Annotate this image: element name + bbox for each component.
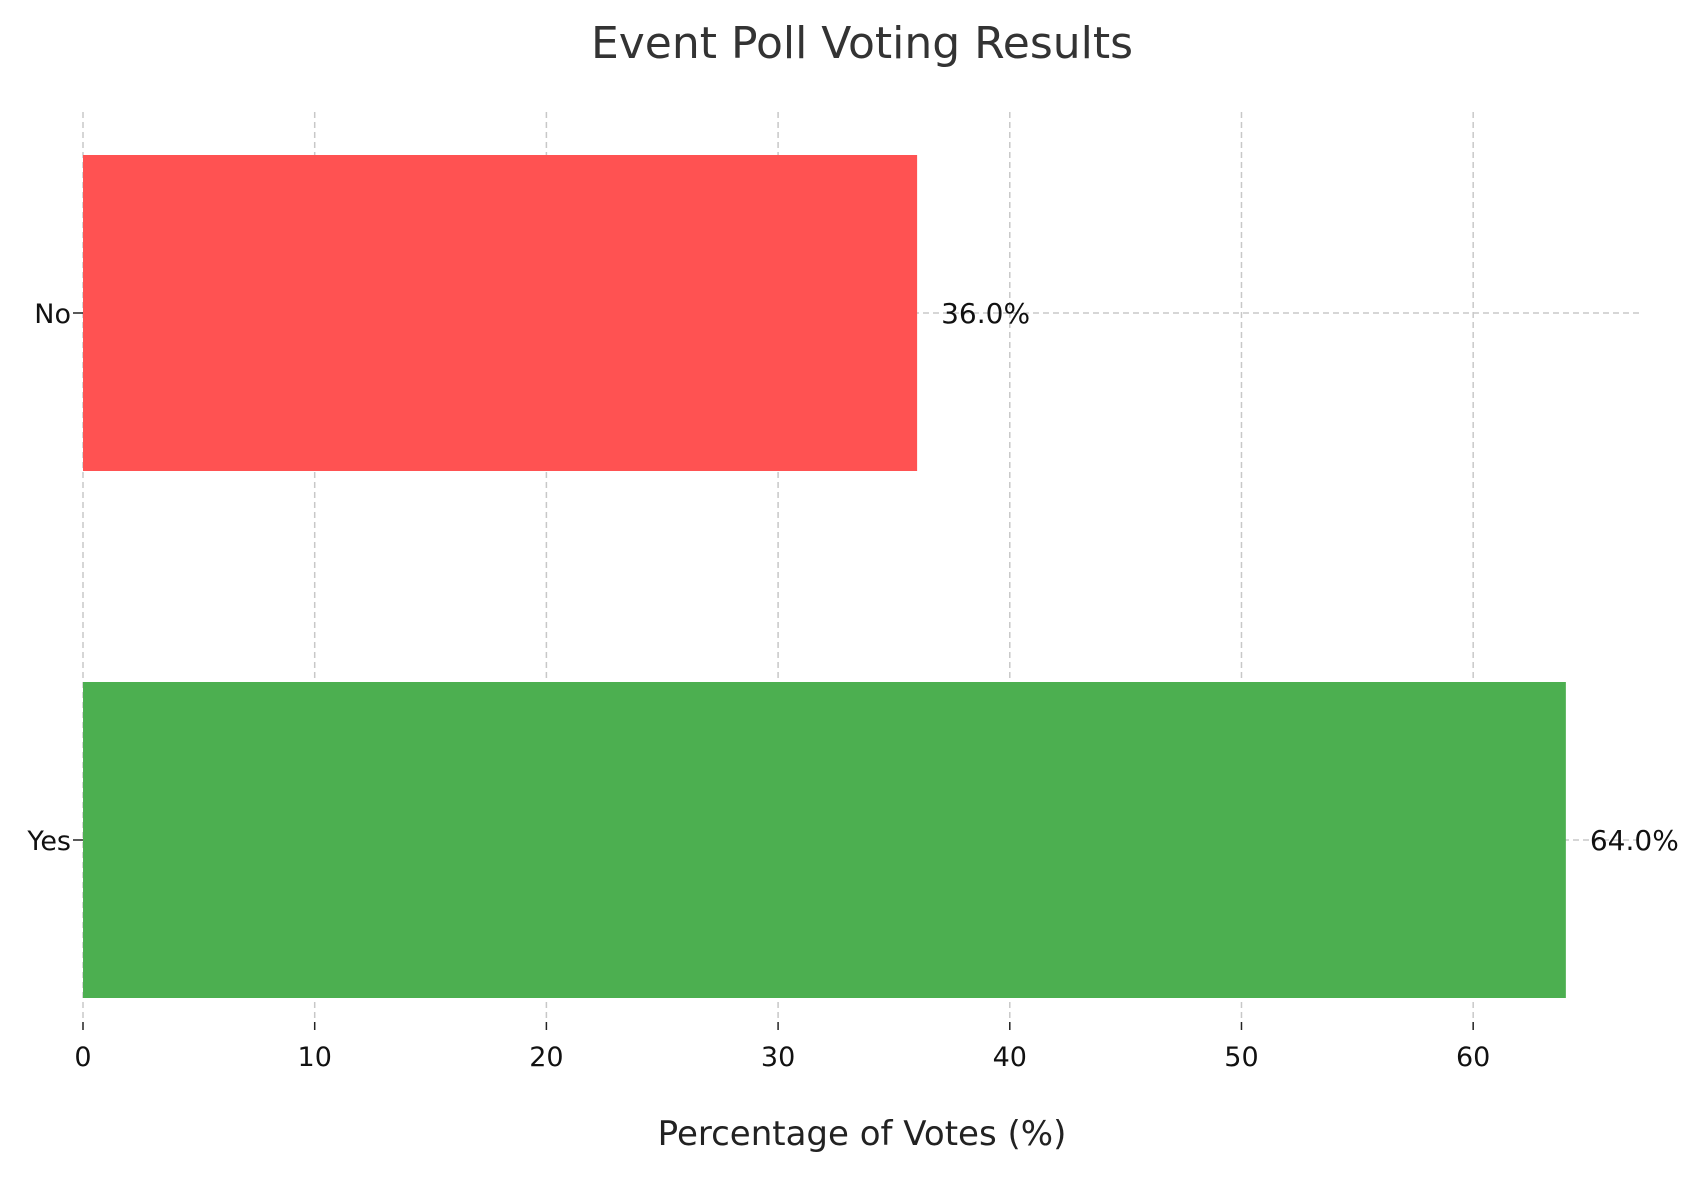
x-tick-label: 40 bbox=[993, 1042, 1027, 1073]
x-axis-label: Percentage of Votes (%) bbox=[658, 1114, 1067, 1154]
data-label-yes: 64.0% bbox=[1590, 824, 1679, 857]
x-tick-label: 0 bbox=[74, 1042, 91, 1073]
tick-layer: 0 10 20 30 40 50 60 Yes No bbox=[26, 299, 1490, 1073]
x-tick-label: 60 bbox=[1456, 1042, 1490, 1073]
y-tick-label-yes: Yes bbox=[26, 826, 71, 857]
x-tick-label: 10 bbox=[298, 1042, 332, 1073]
y-tick-label-no: No bbox=[34, 299, 71, 330]
x-tick-label: 50 bbox=[1224, 1042, 1258, 1073]
data-label-no: 36.0% bbox=[941, 297, 1030, 330]
bar-yes bbox=[83, 682, 1566, 998]
chart-title: Event Poll Voting Results bbox=[591, 18, 1133, 69]
data-label-layer: 64.0% 36.0% bbox=[941, 297, 1679, 857]
bar-no bbox=[83, 155, 918, 471]
x-tick-label: 20 bbox=[529, 1042, 563, 1073]
bar-layer bbox=[83, 155, 1566, 998]
x-tick-label: 30 bbox=[761, 1042, 795, 1073]
